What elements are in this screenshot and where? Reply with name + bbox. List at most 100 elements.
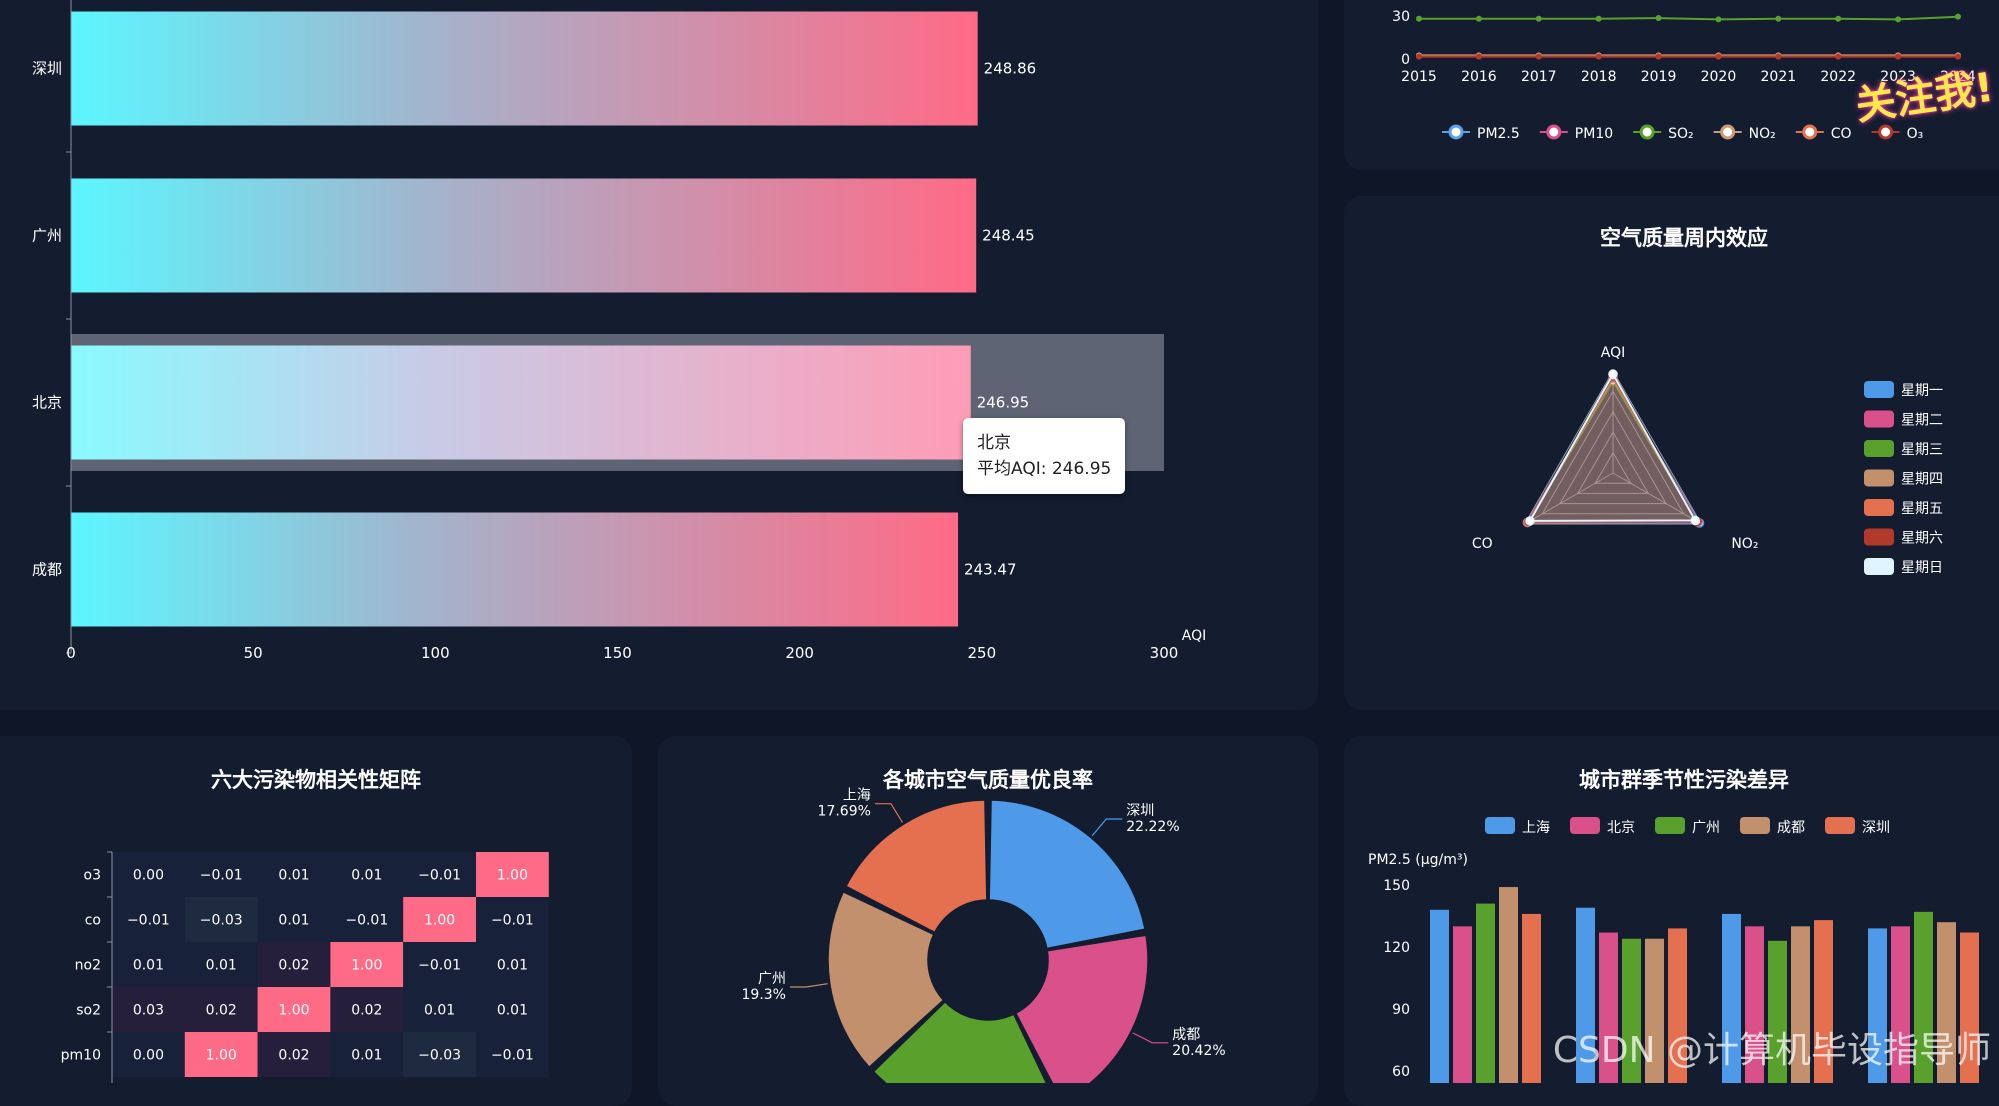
trend-point — [1835, 53, 1842, 60]
trend-point — [1535, 15, 1542, 22]
heatmap-cell-value: −0.01 — [418, 868, 461, 884]
pie-label-line — [874, 803, 904, 823]
seasonal-bar-上海 — [1430, 909, 1449, 1083]
heatmap-row-label: pm10 — [61, 1048, 101, 1064]
pie-slice-成都 — [1015, 934, 1149, 1083]
heatmap-cell — [330, 1032, 404, 1077]
radar-series-星期日 — [1528, 372, 1697, 522]
heatmap-cell — [476, 1032, 549, 1077]
trend-line-SO₂ — [1419, 15, 1959, 21]
heatmap-cell-value: 1.00 — [351, 958, 382, 974]
radar-legend-label: 星期四 — [1901, 472, 1943, 488]
seasonal-legend-label: 深圳 — [1862, 820, 1890, 836]
aqi-x-tick-label: 100 — [421, 644, 450, 662]
trend-point — [1835, 15, 1842, 22]
seasonal-y-axis-label: PM2.5 (μg/m³) — [1368, 852, 1468, 868]
pie-label-name: 上海 — [843, 788, 871, 804]
seasonal-legend-label: 广州 — [1692, 820, 1720, 836]
heatmap-cell-value: 1.00 — [497, 868, 528, 884]
trend-x-tick-label: 2015 — [1401, 69, 1437, 85]
heatmap-cell-value: −0.01 — [345, 913, 388, 929]
csdn-watermark: CSDN @计算机毕设指导师 — [1552, 1030, 1991, 1071]
pie-slice-上海 — [845, 799, 988, 934]
heatmap-cell — [112, 987, 185, 1032]
trend-x-tick-label: 2018 — [1581, 69, 1617, 85]
seasonal-legend-label: 北京 — [1607, 820, 1635, 836]
radar-indicator-label: NO₂ — [1731, 536, 1758, 552]
trend-legend-label: CO — [1831, 126, 1852, 142]
heatmap-cell-value: −0.01 — [491, 913, 534, 929]
pie-label-line — [1091, 818, 1123, 837]
heatmap-cell — [476, 897, 549, 942]
seasonal-bar-上海 — [1576, 907, 1595, 1083]
radar-indicator-label: AQI — [1601, 345, 1625, 361]
radar-legend-swatch — [1864, 381, 1894, 398]
trend-point — [1955, 13, 1961, 20]
trend-point — [1655, 53, 1662, 60]
seasonal-legend-swatch — [1740, 817, 1770, 834]
heatmap-cell-value: 0.00 — [133, 1048, 164, 1064]
tooltip-text: 平均AQI: 246.95 — [977, 459, 1112, 479]
trend-legend-label: PM2.5 — [1477, 126, 1520, 142]
seasonal-bar-北京 — [1745, 926, 1764, 1083]
aqi-x-tick-label: 200 — [785, 644, 814, 662]
radar-point — [1690, 515, 1700, 526]
radar-legend-swatch — [1864, 440, 1894, 457]
heatmap-cell — [184, 987, 258, 1032]
radar-legend-label: 星期六 — [1901, 531, 1943, 547]
seasonal-legend-swatch — [1825, 817, 1855, 834]
radar-legend-label: 星期三 — [1901, 442, 1943, 458]
pie-label-name: 成都 — [1172, 1027, 1200, 1043]
radar-axis-line — [1524, 472, 1614, 525]
pie-label-value: 22.22% — [1126, 819, 1179, 835]
seasonal-bar-成都 — [1645, 938, 1664, 1083]
heatmap-row-label: no2 — [75, 958, 101, 974]
aqi-x-axis-label: AQI — [1182, 628, 1206, 644]
radar-axis-line — [1612, 472, 1702, 525]
radar-point — [1525, 516, 1535, 526]
seasonal-bar-广州 — [1476, 903, 1495, 1083]
heatmap-cell — [184, 852, 258, 897]
aqi-tooltip: 北京 平均AQI: 246.95 — [963, 418, 1126, 494]
trend-legend-marker — [1720, 124, 1736, 140]
pie-label-value: 17.69% — [818, 804, 871, 820]
heatmap-cell-value: 1.00 — [424, 913, 455, 929]
radar-legend-label: 星期五 — [1901, 501, 1943, 517]
aqi-x-tick-label: 150 — [603, 644, 632, 662]
heatmap-cell-value: 0.01 — [206, 958, 237, 974]
heatmap-row-label: o3 — [84, 868, 101, 884]
trend-point — [1416, 53, 1422, 60]
radar-grid-ring — [1576, 431, 1650, 494]
heatmap-cell-value: 0.01 — [278, 868, 309, 884]
heatmap-cell — [330, 987, 404, 1032]
trend-legend-marker — [1802, 124, 1818, 140]
seasonal-bar-广州 — [1768, 940, 1787, 1083]
seasonal-legend-label: 成都 — [1777, 820, 1805, 836]
heatmap-cell-value: −0.01 — [491, 1048, 534, 1064]
heatmap-cell-value: 0.01 — [424, 1003, 455, 1019]
seasonal-title: 城市群季节性污染差异 — [1579, 768, 1789, 792]
trend-point — [1416, 15, 1422, 22]
seasonal-bar-广州 — [1622, 938, 1641, 1083]
trend-legend-label: O₃ — [1907, 126, 1924, 142]
trend-point — [1715, 16, 1722, 23]
trend-point — [1655, 15, 1662, 22]
trend-y-tick-label: 0 — [1401, 52, 1410, 68]
radar-legend-swatch — [1864, 499, 1894, 516]
heatmap-cell-value: 0.01 — [497, 958, 528, 974]
heatmap-cell-value: −0.03 — [418, 1048, 461, 1064]
pie-label-line — [790, 983, 828, 988]
heatmap-row-label: co — [85, 913, 101, 929]
radar-legend-swatch — [1864, 528, 1894, 546]
heatmap-cell-value: −0.01 — [418, 958, 461, 974]
trend-x-tick-label: 2020 — [1701, 69, 1737, 85]
heatmap-cell — [330, 942, 404, 987]
heatmap-cell — [476, 852, 549, 897]
heatmap-cell-value: 0.01 — [133, 958, 164, 974]
trend-legend-marker — [1546, 124, 1562, 140]
heatmap-cell-value: 1.00 — [278, 1003, 309, 1019]
trend-x-tick-label: 2021 — [1761, 69, 1797, 85]
yearly-trend-panel — [1344, 0, 1999, 170]
heatmap-cell-value: −0.01 — [127, 913, 170, 929]
aqi-category-label: 广州 — [32, 227, 62, 245]
